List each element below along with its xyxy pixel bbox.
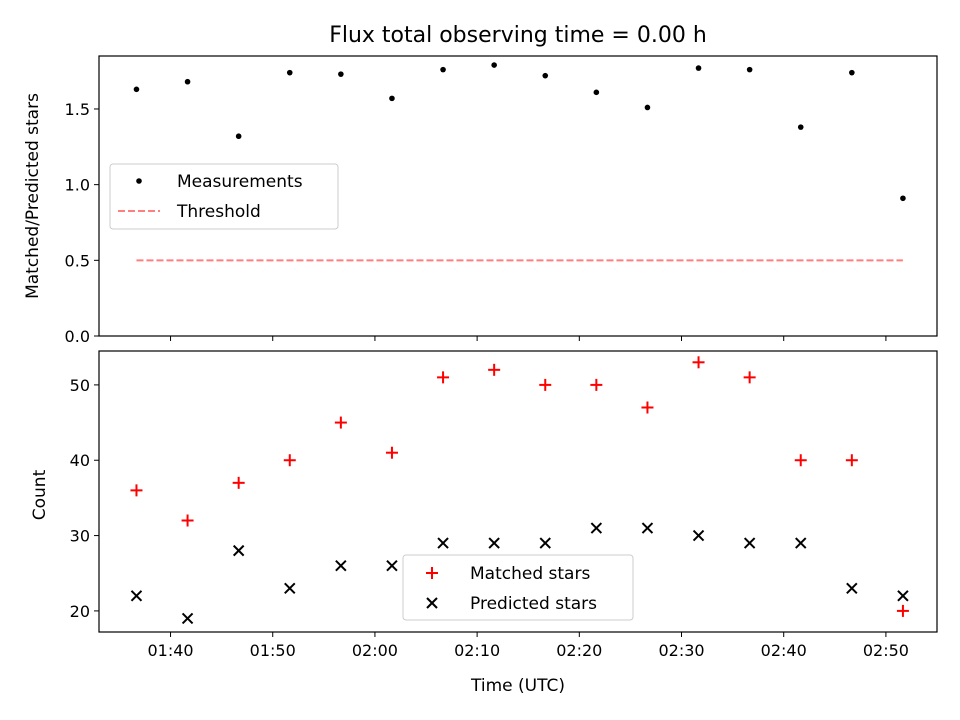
legend-matched-stars-label: Matched stars [470,564,590,584]
measurement-point [542,72,549,79]
top-y-tick-label: 1.0 [65,176,90,195]
legend-matched-stars-marker [426,567,438,579]
top-y-tick-label: 1.5 [65,100,90,119]
bottom-panel-frame [98,350,938,633]
x-tick-label: 02:00 [352,641,398,660]
predicted-stars-point [386,559,398,572]
top-panel-ticks: 0.0 0.5 1.0 1.5 [65,100,887,346]
x-tick-label: 02:20 [556,641,602,660]
predicted-stars-point [795,537,807,549]
bottom-panel-ticks: 01:40 01:50 02:00 02:10 02:20 02:30 02:40 02:50… [70,376,909,660]
predicted-stars-point [641,522,654,534]
measurement-point [286,69,293,76]
bottom-y-tick-label: 40 [70,451,90,470]
predicted-stars-point [488,537,500,549]
legend-measurements-label: Measurements [177,172,303,192]
legend-predicted-stars-label: Predicted stars [470,594,597,614]
matched-stars-point [641,401,654,414]
predicted-stars-point [232,544,245,557]
x-tick-label: 01:50 [250,641,296,660]
matched-stars-point [590,378,603,391]
matched-stars-point [385,446,398,459]
measurement-point [338,71,344,77]
matched-stars-point [437,371,450,384]
predicted-stars-point [130,590,143,602]
x-tick-label: 02:50 [863,641,909,660]
bottom-y-axis-label: Count [30,469,50,520]
legend-threshold-label: Threshold [176,202,261,222]
measurement-point [235,133,242,140]
predicted-stars-point [335,559,347,572]
x-tick-label: 02:40 [761,641,807,660]
measurement-point [389,95,395,102]
top-panel-marks [133,62,906,262]
measurement-point [644,104,651,111]
matched-stars-point [794,454,807,467]
top-legend-box [109,163,339,230]
top-y-tick-label: 0.0 [65,327,90,346]
x-tick-label: 02:10 [454,641,500,660]
matched-stars-point [743,371,756,384]
predicted-stars-point [743,537,756,549]
predicted-stars-point [846,582,858,595]
measurement-point [593,89,600,96]
measurement-point [133,86,140,93]
measurement-point [695,65,702,71]
matched-stars-point [896,604,909,617]
matched-stars-point [845,454,858,467]
bottom-panel-marks [130,356,909,625]
x-tick-label: 02:30 [658,641,704,660]
matched-stars-point [232,476,245,489]
predicted-stars-point [692,529,705,542]
measurement-point [440,66,446,73]
x-tick-label: 01:40 [147,641,193,660]
predicted-stars-point [181,612,194,625]
predicted-stars-point [539,537,551,549]
predicted-stars-point [897,590,909,602]
top-y-axis-label: Matched/Predicted stars [23,93,43,299]
measurement-point [849,69,855,76]
bottom-panel: 01:40 01:50 02:00 02:10 02:20 02:30 02:40 02:50… [30,350,938,696]
matched-stars-point [334,416,347,429]
matched-stars-point [181,514,194,527]
bottom-y-tick-label: 50 [70,376,90,395]
top-panel-frame [98,55,938,337]
matched-stars-point [488,363,501,376]
top-panel: Flux total observing time = 0.00 h 0.00.… [23,23,938,346]
matched-stars-point [283,454,296,467]
predicted-stars-point [437,537,449,549]
measurement-point [797,124,804,130]
matched-stars-point [539,378,552,391]
top-legend: Measurements Threshold [109,163,339,230]
measurement-point [491,62,497,68]
chart-title: Flux total observing time = 0.00 h [329,23,707,48]
bottom-legend-box [402,554,634,621]
legend-predicted-stars-marker [426,597,438,609]
top-y-tick-label: 0.5 [65,251,90,270]
measurement-point [746,66,753,73]
x-axis-label: Time (UTC) [470,676,565,696]
bottom-y-tick-label: 20 [70,602,90,621]
matched-stars-point [692,356,705,369]
predicted-stars-point [590,522,603,534]
matched-stars-point [130,484,143,497]
measurement-point [900,195,906,202]
legend-measurements-marker [136,178,142,184]
bottom-y-tick-label: 30 [70,527,90,546]
measurement-point [184,78,191,85]
predicted-stars-point [284,582,296,595]
bottom-legend: Matched stars Predicted stars [402,554,634,621]
